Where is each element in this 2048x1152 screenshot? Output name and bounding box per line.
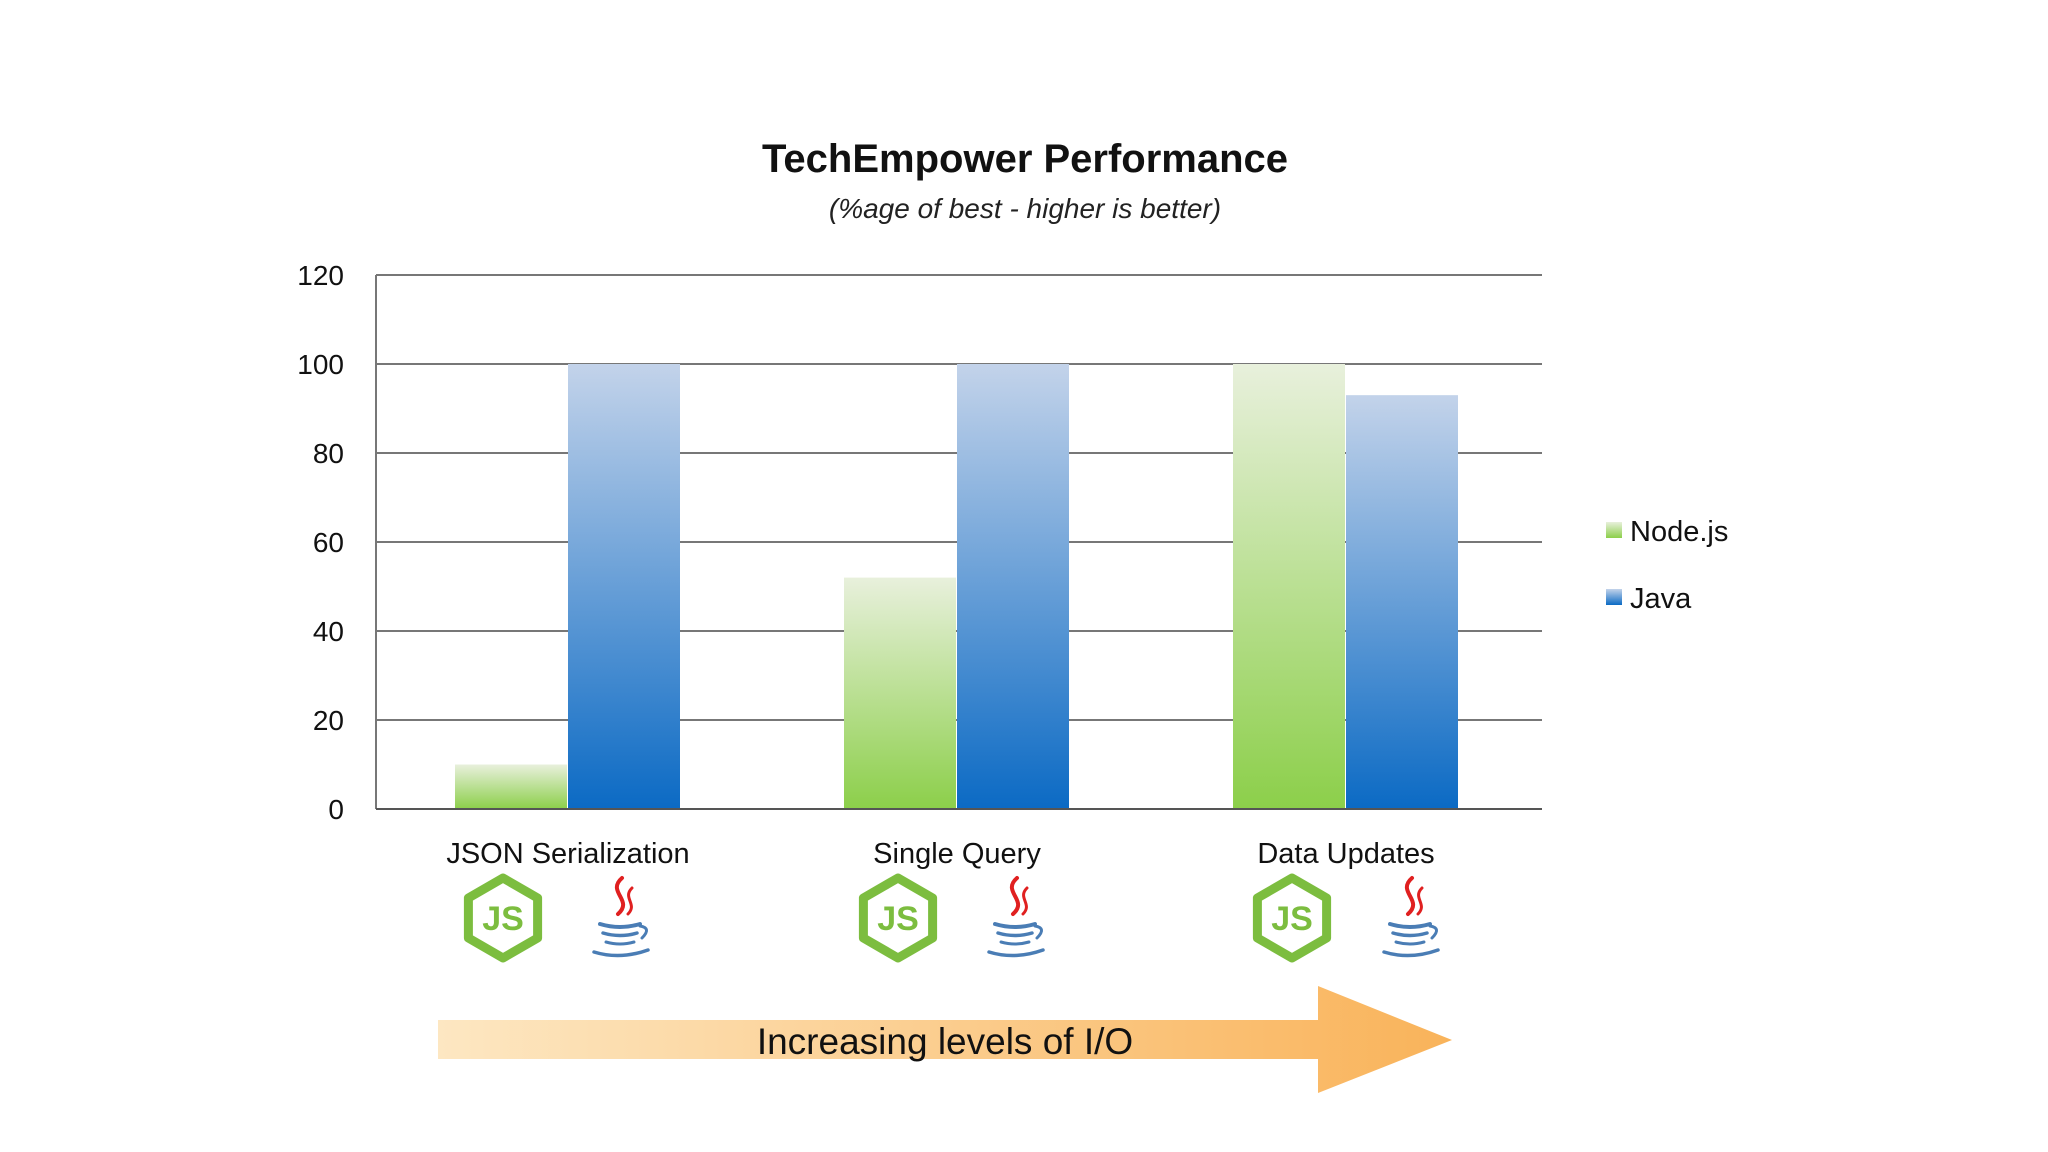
svg-text:JS: JS [1271, 900, 1313, 938]
legend-label-java: Java [1630, 583, 1692, 615]
nodejs-logo-icon: JS [463, 873, 543, 963]
svg-text:JS: JS [877, 900, 919, 938]
java-logo-icon [1382, 876, 1440, 958]
y-tick-label: 20 [313, 705, 344, 736]
bars [455, 364, 1458, 809]
y-tick-label: 40 [313, 616, 344, 647]
chart-subtitle: (%age of best - higher is better) [829, 193, 1221, 224]
category-labels: JSON Serialization Single Query Data Updat… [446, 838, 1434, 870]
legend-item-nodejs: Node.js [1606, 516, 1728, 548]
chart-title: TechEmpower Performance [762, 137, 1288, 181]
legend-swatch-java [1606, 589, 1622, 605]
legend-swatch-nodejs [1606, 522, 1622, 538]
x-category-label: Single Query [873, 838, 1041, 870]
io-arrow: Increasing levels of I/O [438, 986, 1452, 1093]
bar-nodejs [455, 764, 567, 809]
y-tick-label: 0 [328, 794, 344, 825]
svg-text:JS: JS [482, 900, 524, 938]
io-arrow-label: Increasing levels of I/O [757, 1021, 1133, 1062]
y-tick-label: 120 [297, 260, 344, 291]
bar-java [568, 364, 680, 809]
bar-java [1346, 395, 1458, 809]
y-tick-label: 60 [313, 527, 344, 558]
legend: Node.js Java [1606, 516, 1728, 615]
bar-java [957, 364, 1069, 809]
bar-nodejs [1233, 364, 1345, 809]
nodejs-logo-icon: JS [1252, 873, 1332, 963]
x-category-label: Data Updates [1257, 838, 1434, 870]
category-icons: JS JS JS [463, 873, 1440, 963]
bar-nodejs [844, 577, 956, 809]
java-logo-icon [987, 876, 1045, 958]
y-tick-label: 80 [313, 438, 344, 469]
y-axis-ticks: 0 20 40 60 80 100 120 [297, 260, 344, 825]
java-logo-icon [592, 876, 650, 958]
x-category-label: JSON Serialization [446, 838, 689, 870]
nodejs-logo-icon: JS [858, 873, 938, 963]
y-tick-label: 100 [297, 349, 344, 380]
legend-label-nodejs: Node.js [1630, 516, 1728, 548]
io-arrow-shape [438, 986, 1452, 1093]
legend-item-java: Java [1606, 583, 1692, 615]
